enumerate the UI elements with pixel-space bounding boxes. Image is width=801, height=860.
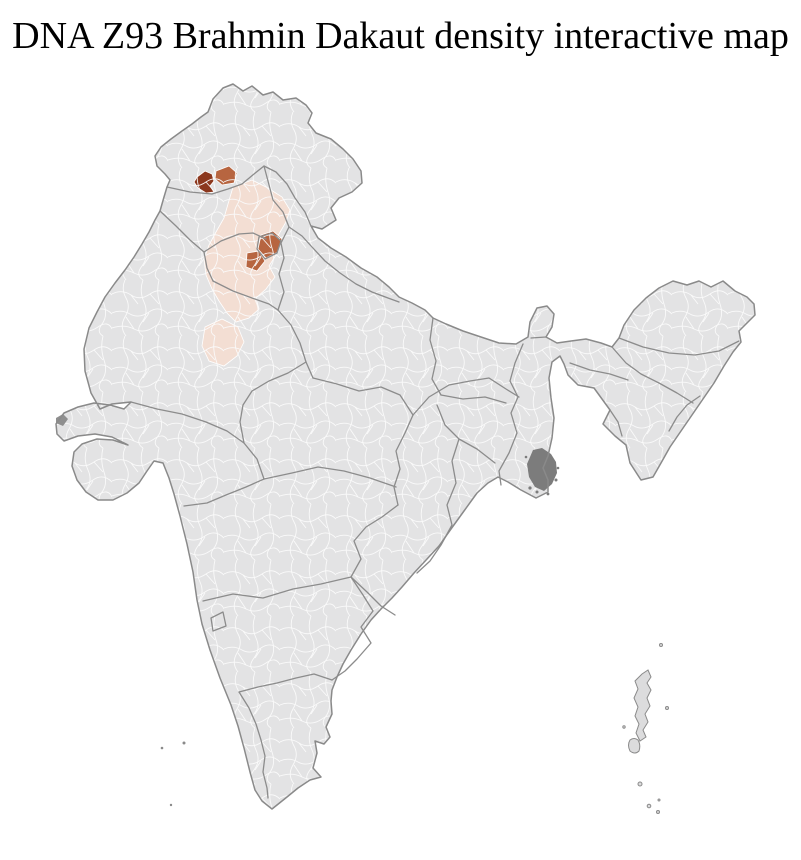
sundarbans-delta[interactable] xyxy=(524,448,560,496)
state-border xyxy=(202,576,352,602)
state-border-goa xyxy=(210,611,227,632)
state-border xyxy=(277,309,314,379)
state-border xyxy=(166,165,312,227)
kutch-island-patch xyxy=(56,414,68,426)
state-border xyxy=(263,466,397,488)
state-border-delhi xyxy=(256,232,282,260)
state-border xyxy=(212,280,279,311)
state-border xyxy=(429,317,442,396)
state-border xyxy=(312,377,414,416)
state-border xyxy=(609,409,623,437)
state-border xyxy=(668,395,701,432)
state-border xyxy=(130,401,265,480)
state-border xyxy=(331,576,374,681)
lakshadweep-islands xyxy=(160,741,186,807)
andaman-nicobar-islands xyxy=(622,643,669,814)
state-border xyxy=(440,394,507,404)
district-boundaries xyxy=(56,84,755,809)
state-border xyxy=(183,478,265,507)
state-border xyxy=(238,673,333,693)
state-border xyxy=(569,362,629,381)
state-border xyxy=(350,504,399,578)
state-border xyxy=(530,336,547,339)
state-border xyxy=(350,576,396,616)
state-border xyxy=(393,414,414,506)
state-border xyxy=(159,210,214,282)
page-title: DNA Z93 Brahmin Dakaut density interacti… xyxy=(12,15,789,57)
state-border xyxy=(238,691,269,799)
state-border xyxy=(416,438,460,574)
state-border xyxy=(618,337,740,356)
state-border xyxy=(239,361,307,444)
state-border xyxy=(611,346,694,404)
state-border xyxy=(203,232,267,253)
state-border xyxy=(288,226,400,303)
state-border xyxy=(498,343,524,486)
state-border xyxy=(412,377,520,416)
state-borders xyxy=(130,165,740,799)
